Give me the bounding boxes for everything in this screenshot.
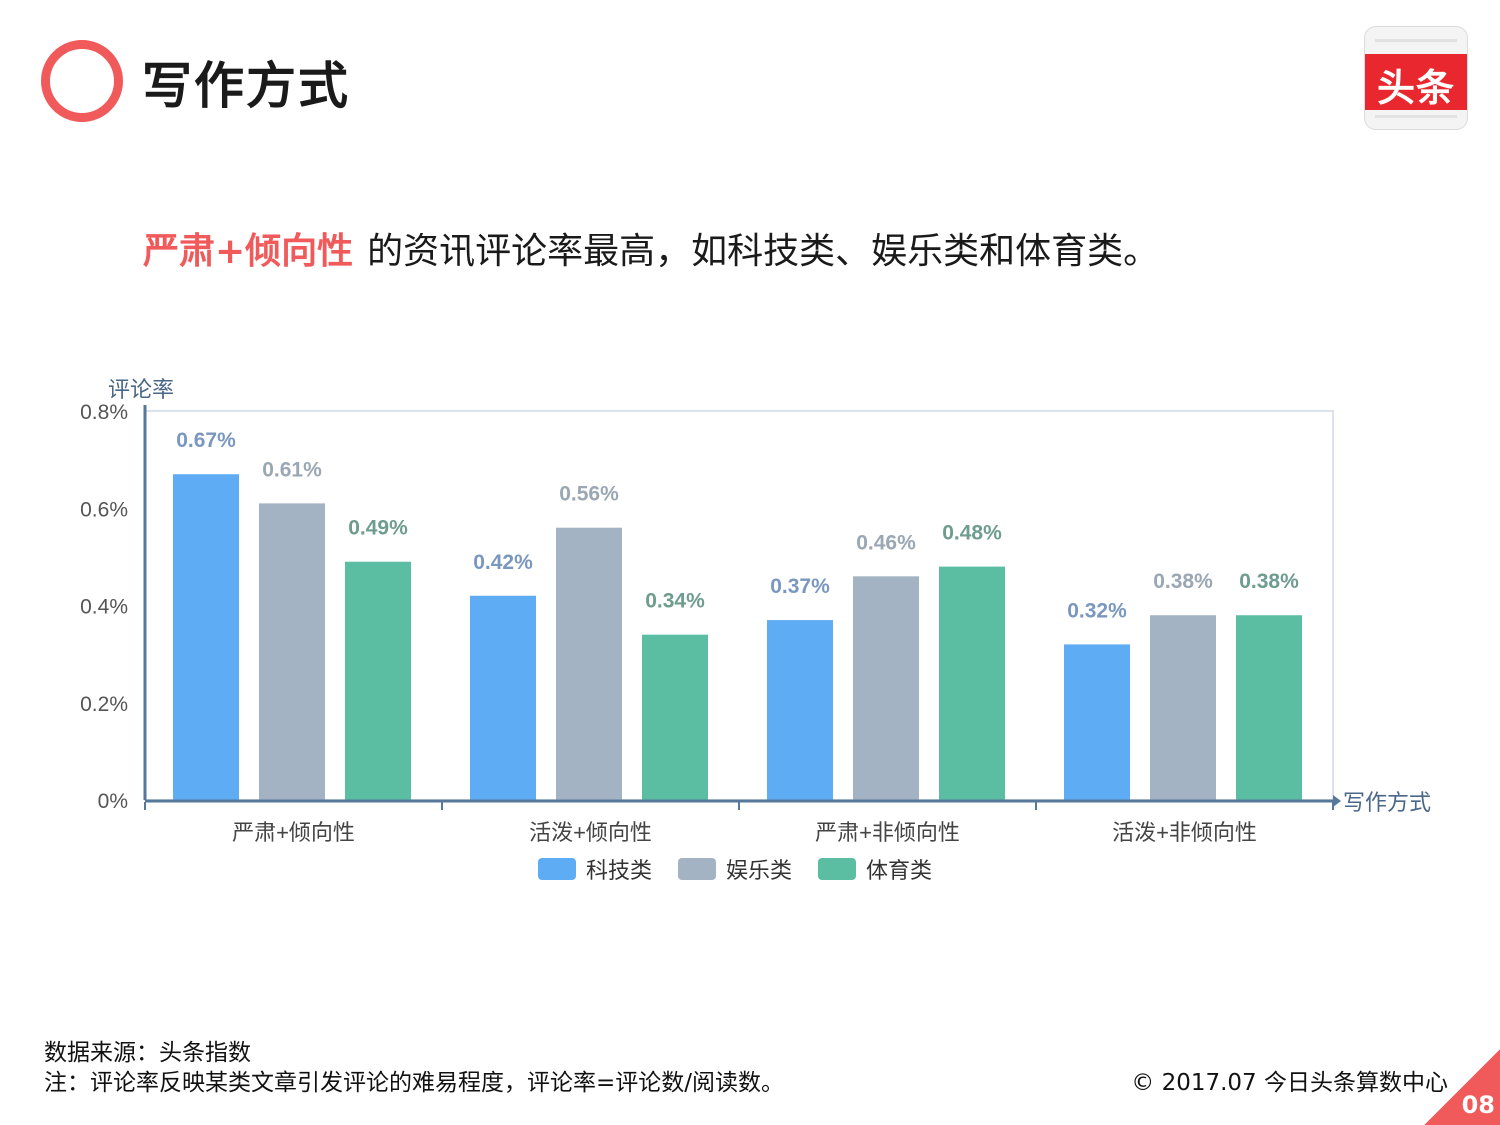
bar-1-1 xyxy=(173,474,239,800)
data-label: 0.38% xyxy=(1153,570,1213,593)
legend-label-3: 体育类 xyxy=(866,858,932,883)
x-axis-title: 写作方式 xyxy=(1343,790,1431,815)
data-label: 0.49% xyxy=(348,517,408,540)
data-label: 0.48% xyxy=(942,522,1002,545)
copyright: © 2017.07 今日头条算数中心 xyxy=(1131,1070,1448,1096)
data-label: 0.61% xyxy=(262,458,322,481)
page-number: 08 xyxy=(1461,1091,1495,1119)
brand-logo: 头条 xyxy=(1364,26,1468,130)
bar-3-4 xyxy=(1236,615,1302,800)
footnote: 注：评论率反映某类文章引发评论的难易程度，评论率=评论数/阅读数。 xyxy=(44,1070,785,1096)
page-title: 写作方式 xyxy=(142,57,350,115)
bar-3-1 xyxy=(345,561,411,800)
y-tick-label: 0.2% xyxy=(80,693,128,716)
subtitle-text: 的资讯评论率最高，如科技类、娱乐类和体育类。 xyxy=(367,231,1160,272)
bar-3-3 xyxy=(939,566,1005,800)
x-tick-label: 活泼+倾向性 xyxy=(529,820,652,845)
legend-label-1: 科技类 xyxy=(586,858,652,883)
data-label: 0.38% xyxy=(1239,570,1299,593)
subtitle: 严肃+倾向性 的资讯评论率最高，如科技类、娱乐类和体育类。 xyxy=(143,222,1159,274)
bar-chart: 评论率 0% 0.2% 0.4% 0.6% 0.8% 0.67% 0.61% 0.49% 严肃+倾… xyxy=(80,377,1431,883)
bar-2-1 xyxy=(259,503,325,800)
data-label: 0.56% xyxy=(559,483,619,506)
data-label: 0.34% xyxy=(645,590,705,613)
x-tick-label: 活泼+非倾向性 xyxy=(1112,820,1257,845)
bar-2-3 xyxy=(853,576,919,800)
legend-swatch-1 xyxy=(538,858,576,880)
circle-icon xyxy=(41,40,123,122)
x-tick-label: 严肃+倾向性 xyxy=(232,820,355,845)
data-source: 数据来源：头条指数 xyxy=(44,1040,251,1066)
y-tick-label: 0.8% xyxy=(80,401,128,424)
data-label: 0.37% xyxy=(770,575,830,598)
data-label: 0.67% xyxy=(176,429,236,452)
data-label: 0.46% xyxy=(856,531,916,554)
legend-swatch-2 xyxy=(678,858,716,880)
bar-1-4 xyxy=(1064,644,1130,800)
bar-1-2 xyxy=(470,595,536,800)
legend-swatch-3 xyxy=(818,858,856,880)
data-label: 0.32% xyxy=(1067,599,1127,622)
y-tick-label: 0.4% xyxy=(80,596,128,619)
page-corner xyxy=(1424,1049,1500,1125)
x-axis-arrow xyxy=(1333,795,1341,807)
brand-logo-text: 头条 xyxy=(1376,66,1455,110)
bar-2-2 xyxy=(556,527,622,800)
legend-label-2: 娱乐类 xyxy=(726,858,792,883)
subtitle-highlight: 严肃+倾向性 xyxy=(143,231,354,272)
bar-3-2 xyxy=(642,634,708,800)
x-tick-label: 严肃+非倾向性 xyxy=(815,820,960,845)
data-label: 0.42% xyxy=(473,551,533,574)
y-tick-label: 0% xyxy=(98,790,128,813)
y-tick-label: 0.6% xyxy=(80,498,128,521)
y-axis-title: 评论率 xyxy=(108,377,174,402)
bar-2-4 xyxy=(1150,615,1216,800)
bar-1-3 xyxy=(767,620,833,800)
